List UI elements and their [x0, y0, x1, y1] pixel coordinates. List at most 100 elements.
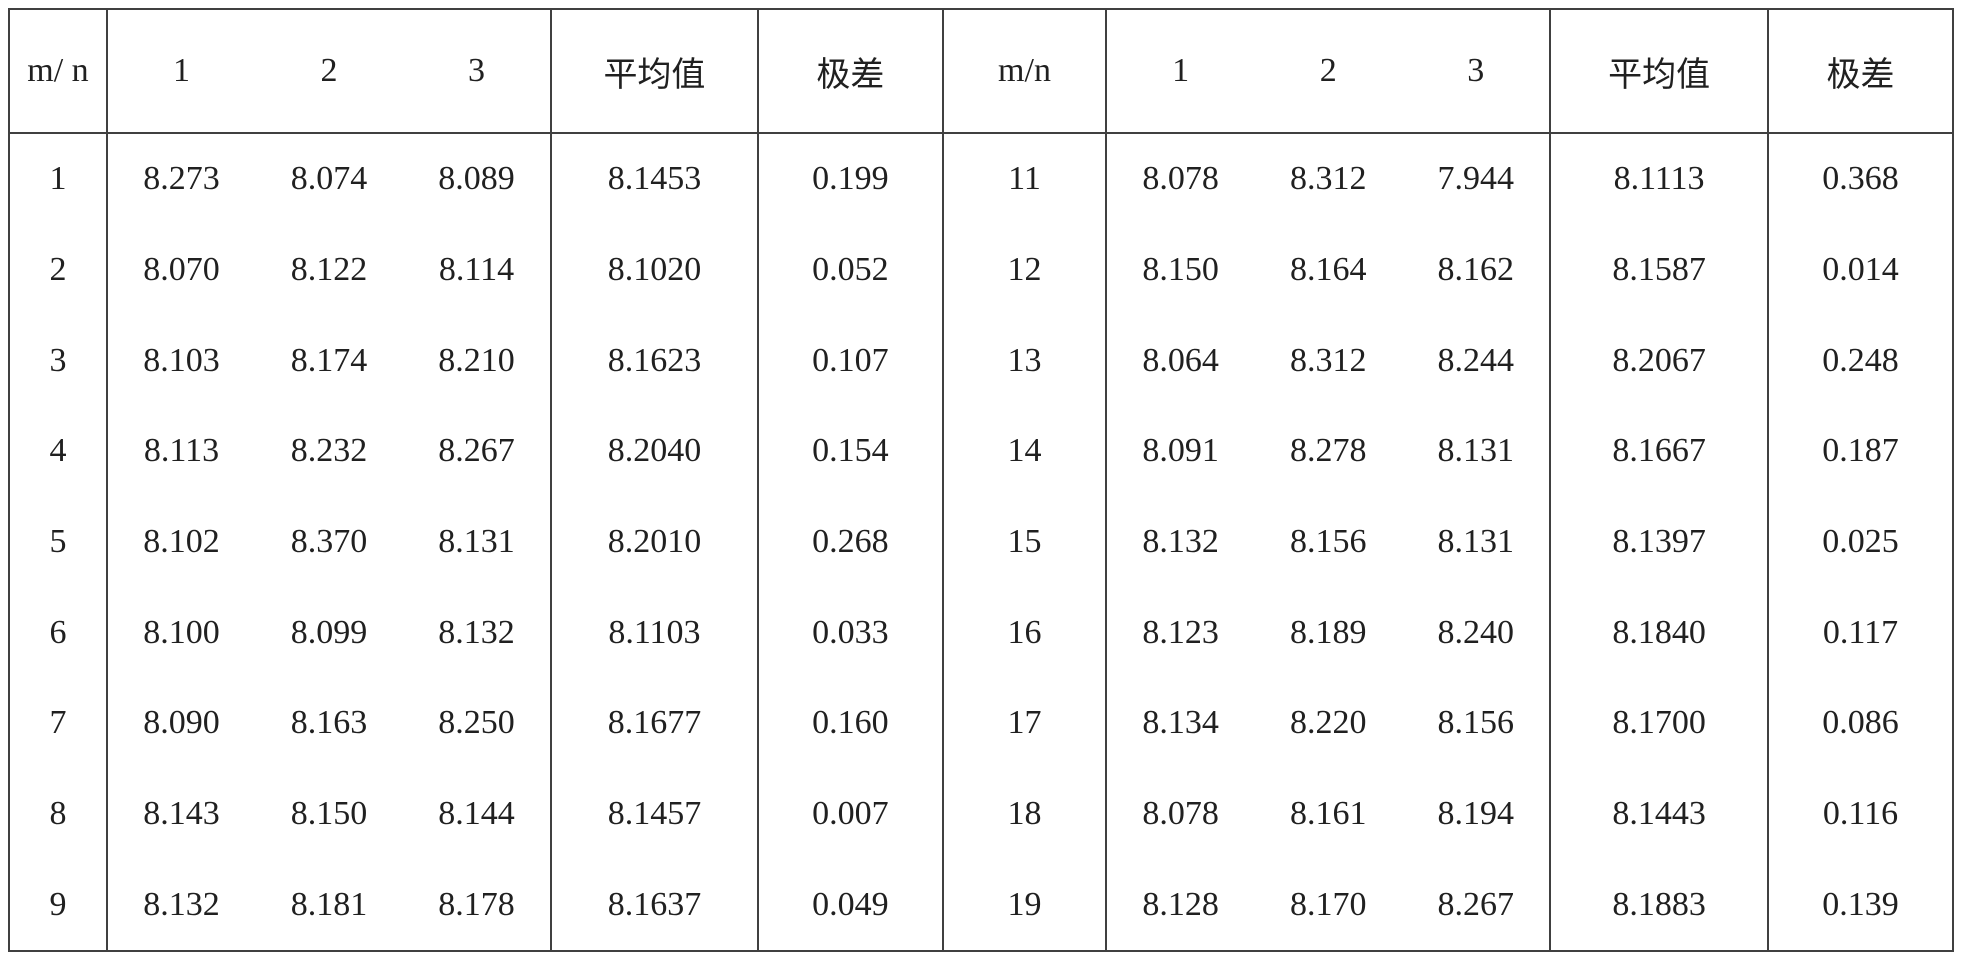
table-cell: 8.132 [107, 859, 255, 951]
table-cell: 7 [9, 678, 107, 769]
table-cell: 8.1677 [551, 678, 758, 769]
table-row: 28.0708.1228.1148.10200.052128.1508.1648… [9, 225, 1953, 316]
table-cell: 13 [943, 315, 1106, 406]
table-cell: 2 [9, 225, 107, 316]
table-cell: 8.070 [107, 225, 255, 316]
col-2-left: 2 [255, 9, 403, 133]
table-cell: 8.370 [255, 497, 403, 588]
table-cell: 8.131 [1402, 497, 1550, 588]
table-cell: 8.267 [403, 406, 551, 497]
table-cell: 8.170 [1254, 859, 1402, 951]
table-cell: 8.123 [1106, 587, 1254, 678]
table-row: 18.2738.0748.0898.14530.199118.0788.3127… [9, 133, 1953, 225]
table-cell: 0.033 [758, 587, 943, 678]
table-row: 48.1138.2328.2678.20400.154148.0918.2788… [9, 406, 1953, 497]
table-cell: 0.199 [758, 133, 943, 225]
table-cell: 0.086 [1768, 678, 1953, 769]
table-cell: 4 [9, 406, 107, 497]
table-cell: 8.131 [403, 497, 551, 588]
table-cell: 0.268 [758, 497, 943, 588]
table-cell: 8.089 [403, 133, 551, 225]
table-row: 38.1038.1748.2108.16230.107138.0648.3128… [9, 315, 1953, 406]
table-cell: 8.161 [1254, 769, 1402, 860]
table-cell: 8.1113 [1550, 133, 1768, 225]
col-range-left: 极差 [758, 9, 943, 133]
table-cell: 8.100 [107, 587, 255, 678]
table-cell: 8.1700 [1550, 678, 1768, 769]
table-cell: 8.273 [107, 133, 255, 225]
table-cell: 8.210 [403, 315, 551, 406]
table-cell: 8.278 [1254, 406, 1402, 497]
table-cell: 8.122 [255, 225, 403, 316]
table-cell: 5 [9, 497, 107, 588]
table-cell: 8.1020 [551, 225, 758, 316]
table-cell: 8.189 [1254, 587, 1402, 678]
table-cell: 8.267 [1402, 859, 1550, 951]
table-cell: 0.025 [1768, 497, 1953, 588]
table-cell: 0.368 [1768, 133, 1953, 225]
table-cell: 0.107 [758, 315, 943, 406]
table-cell: 0.049 [758, 859, 943, 951]
col-range-right: 极差 [1768, 9, 1953, 133]
table-cell: 8.220 [1254, 678, 1402, 769]
table-cell: 0.052 [758, 225, 943, 316]
table-cell: 8.1883 [1550, 859, 1768, 951]
table-cell: 8.131 [1402, 406, 1550, 497]
col-mn-right: m/n [943, 9, 1106, 133]
col-3-left: 3 [403, 9, 551, 133]
table-cell: 8.178 [403, 859, 551, 951]
table-cell: 8.164 [1254, 225, 1402, 316]
table-cell: 8.091 [1106, 406, 1254, 497]
col-2-right: 2 [1254, 9, 1402, 133]
table-cell: 0.007 [758, 769, 943, 860]
col-avg-right: 平均值 [1550, 9, 1768, 133]
table-cell: 8.1397 [1550, 497, 1768, 588]
table-cell: 0.116 [1768, 769, 1953, 860]
table-cell: 15 [943, 497, 1106, 588]
table-cell: 0.160 [758, 678, 943, 769]
data-table: m/ n 1 2 3 平均值 极差 m/n 1 2 3 平均值 极差 18.27… [8, 8, 1954, 952]
table-cell: 8.162 [1402, 225, 1550, 316]
table-cell: 8.1453 [551, 133, 758, 225]
table-cell: 8.250 [403, 678, 551, 769]
table-cell: 8.232 [255, 406, 403, 497]
table-cell: 8.144 [403, 769, 551, 860]
table-cell: 18 [943, 769, 1106, 860]
table-cell: 19 [943, 859, 1106, 951]
table-cell: 8.078 [1106, 769, 1254, 860]
table-cell: 8.312 [1254, 315, 1402, 406]
table-cell: 6 [9, 587, 107, 678]
table-cell: 8.099 [255, 587, 403, 678]
table-cell: 0.154 [758, 406, 943, 497]
table-cell: 0.139 [1768, 859, 1953, 951]
col-3-right: 3 [1402, 9, 1550, 133]
table-cell: 8.240 [1402, 587, 1550, 678]
table-cell: 8.2040 [551, 406, 758, 497]
table-row: 58.1028.3708.1318.20100.268158.1328.1568… [9, 497, 1953, 588]
table-cell: 8.1103 [551, 587, 758, 678]
table-cell: 12 [943, 225, 1106, 316]
table-cell: 8.1443 [1550, 769, 1768, 860]
table-cell: 8 [9, 769, 107, 860]
table-cell: 8.113 [107, 406, 255, 497]
table-cell: 7.944 [1402, 133, 1550, 225]
table-cell: 8.1457 [551, 769, 758, 860]
table-cell: 0.117 [1768, 587, 1953, 678]
table-cell: 8.074 [255, 133, 403, 225]
table-cell: 1 [9, 133, 107, 225]
table-cell: 8.181 [255, 859, 403, 951]
table-cell: 8.312 [1254, 133, 1402, 225]
table-cell: 8.143 [107, 769, 255, 860]
table-cell: 9 [9, 859, 107, 951]
table-cell: 8.150 [255, 769, 403, 860]
table-cell: 8.150 [1106, 225, 1254, 316]
table-cell: 0.014 [1768, 225, 1953, 316]
col-avg-left: 平均值 [551, 9, 758, 133]
table-cell: 8.163 [255, 678, 403, 769]
col-1-left: 1 [107, 9, 255, 133]
table-cell: 8.156 [1254, 497, 1402, 588]
table-cell: 17 [943, 678, 1106, 769]
table-cell: 0.248 [1768, 315, 1953, 406]
table-header-row: m/ n 1 2 3 平均值 极差 m/n 1 2 3 平均值 极差 [9, 9, 1953, 133]
table-cell: 11 [943, 133, 1106, 225]
